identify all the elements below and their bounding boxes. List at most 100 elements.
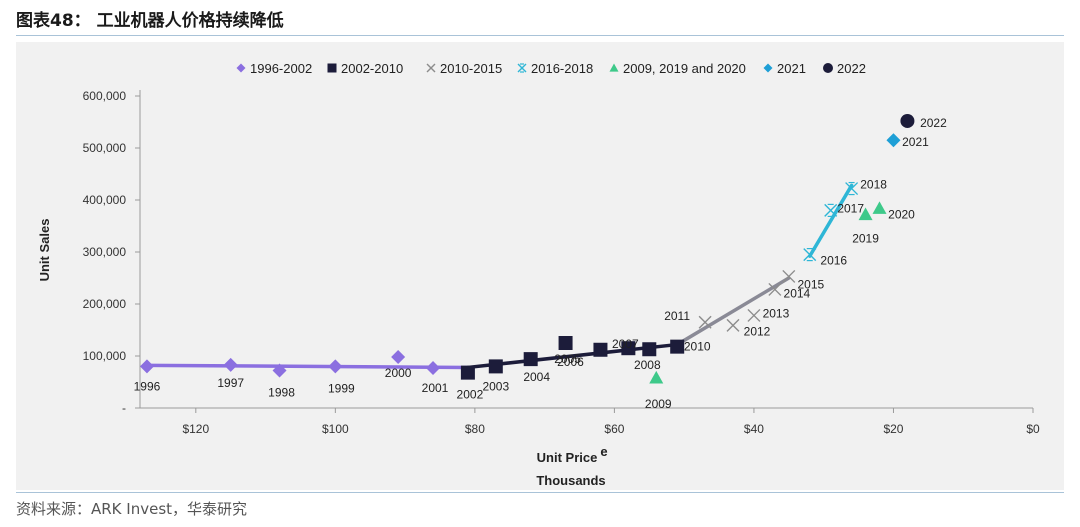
- point-1996: [139, 359, 154, 374]
- point-label-2017: 2017: [837, 201, 864, 215]
- source-divider: [16, 492, 1064, 493]
- legend-label-2021: 2021: [777, 61, 806, 76]
- axis-titles: Unit Sales Unit Price e Thousands: [37, 219, 608, 488]
- legend-marker-2009, 2019 and 2020: [609, 63, 619, 72]
- point-2003: [488, 359, 503, 374]
- legend: 1996-2002 2002-2010 2010-2015 2016-2018 2009…: [236, 61, 866, 76]
- x-stroke: [698, 315, 712, 329]
- legend-marker-2022: [823, 63, 833, 73]
- data-points: [139, 113, 915, 384]
- point-2018: [845, 181, 859, 196]
- point-label-2022: 2022: [920, 116, 947, 130]
- point-label-2021: 2021: [902, 135, 929, 149]
- x-stroke: [803, 248, 817, 262]
- x-tick-label: $120: [182, 422, 209, 436]
- x-stroke: [768, 282, 782, 296]
- x-tick-label: $100: [322, 422, 349, 436]
- point-2015: [782, 269, 796, 283]
- point-label-2001: 2001: [422, 381, 449, 395]
- axes: - 100,000 200,000 300,000 400,000 500,000 600,…: [83, 89, 1040, 436]
- point-2009: [649, 370, 664, 384]
- point-label-2006: 2006: [557, 355, 584, 369]
- point-label-1998: 1998: [268, 386, 295, 400]
- legend-label-2002-2010: 2002-2010: [341, 61, 403, 76]
- legend-marker-2016-2018: [517, 63, 527, 73]
- title-divider: [16, 35, 1064, 36]
- x-stroke: [782, 269, 796, 283]
- point-label-2007: 2007: [612, 337, 639, 351]
- y-tick-label: -: [122, 401, 126, 415]
- point-1998: [272, 363, 287, 378]
- trend-line-2010-2015: [675, 276, 791, 347]
- point-2002: [460, 365, 475, 380]
- point-2022: [900, 113, 915, 128]
- point-2016: [803, 248, 817, 262]
- point-2001: [426, 360, 441, 375]
- figure-title: 图表48： 工业机器人价格持续降低: [16, 11, 284, 31]
- legend-marker-1996-2002: [236, 63, 246, 73]
- point-label-2016: 2016: [820, 254, 847, 268]
- point-2004: [523, 352, 538, 367]
- point-2000: [391, 350, 406, 365]
- y-tick-label: 100,000: [83, 349, 127, 363]
- point-label-2014: 2014: [784, 286, 811, 300]
- legend-label-2022: 2022: [837, 61, 866, 76]
- x-tick-label: $80: [465, 422, 485, 436]
- y-tick-label: 200,000: [83, 297, 127, 311]
- point-label-1996: 1996: [134, 379, 161, 393]
- x-tick-label: $0: [1026, 422, 1040, 436]
- point-2012: [726, 318, 740, 332]
- point-1999: [328, 359, 343, 374]
- point-2020: [872, 201, 887, 214]
- legend-label-2016-2018: 2016-2018: [531, 61, 593, 76]
- point-label-1997: 1997: [217, 376, 244, 390]
- point-label-2009: 2009: [645, 397, 672, 411]
- point-label-2013: 2013: [763, 306, 790, 320]
- point-label-2011: 2011: [664, 309, 690, 323]
- point-label-2004: 2004: [523, 370, 550, 384]
- trend-lines: [145, 183, 854, 370]
- x-stroke: [845, 182, 859, 196]
- point-label-2003: 2003: [482, 379, 509, 393]
- point-2011: [698, 315, 712, 329]
- x-axis-title: Unit Price: [537, 450, 598, 465]
- trend-line-1996-2002: [145, 363, 470, 370]
- x-stroke: [517, 63, 527, 73]
- legend-label-2009, 2019 and 2020: 2009, 2019 and 2020: [623, 61, 746, 76]
- point-2006: [593, 342, 608, 357]
- point-2008: [642, 342, 657, 357]
- point-label-2019: 2019: [852, 232, 879, 246]
- point-2014: [768, 282, 782, 296]
- y-tick-label: 600,000: [83, 89, 127, 103]
- point-label-2002: 2002: [457, 388, 484, 402]
- x-stroke: [726, 318, 740, 332]
- legend-label-1996-2002: 1996-2002: [250, 61, 312, 76]
- legend-label-2010-2015: 2010-2015: [440, 61, 502, 76]
- point-2005: [558, 336, 573, 350]
- legend-marker-2010-2015: [426, 63, 436, 73]
- point-2021: [886, 133, 901, 148]
- legend-marker-2021: [763, 63, 773, 73]
- y-tick-label: 500,000: [83, 141, 127, 155]
- x-tick-label: $20: [883, 422, 903, 436]
- x-axis-subtitle: Thousands: [536, 473, 605, 488]
- x-axis-title-superscript: e: [600, 444, 607, 459]
- x-tick-label: $60: [604, 422, 624, 436]
- x-stroke: [426, 63, 436, 73]
- point-2010: [670, 339, 685, 354]
- y-tick-label: 400,000: [83, 193, 127, 207]
- figure-source: 资料来源：ARK Invest，华泰研究: [16, 500, 248, 518]
- x-stroke: [824, 203, 838, 217]
- x-stroke: [747, 308, 761, 322]
- x-tick-label: $40: [744, 422, 764, 436]
- point-2007: [621, 341, 636, 356]
- point-label-2008: 2008: [634, 358, 661, 372]
- point-label-2015: 2015: [797, 277, 824, 291]
- point-label-2018: 2018: [860, 178, 887, 192]
- trend-line-2016-2018: [808, 183, 854, 258]
- plot-background: [16, 42, 1064, 490]
- point-1997: [223, 357, 238, 372]
- point-2013: [747, 308, 761, 322]
